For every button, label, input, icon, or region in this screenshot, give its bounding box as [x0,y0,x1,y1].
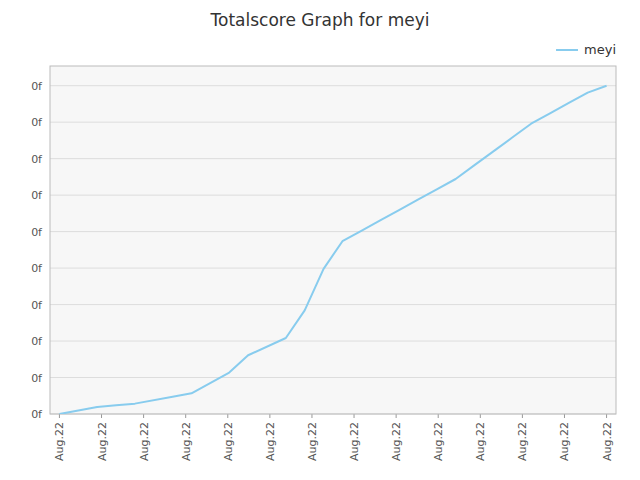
x-tick [522,414,523,418]
y-tick-label: 0f [31,226,43,239]
plot-frame [50,66,616,414]
x-tick-label: Aug.22 [601,422,614,461]
x-tick-label: Aug.22 [180,422,193,461]
x-tick [606,414,607,418]
x-axis: Aug.22 Aug.22 Aug.22 Aug.22 Aug.22 Aug.22 Aug.… [53,414,613,461]
x-tick [101,414,102,418]
y-axis: 0f 0f 0f 0f 0f 0f 0f 0f 0f 0f [31,80,616,421]
grid-line [50,158,616,159]
legend-swatch [556,49,578,51]
x-tick [269,414,270,418]
grid-line [50,195,616,196]
x-tick [564,414,565,418]
x-tick [311,414,312,418]
x-tick [396,414,397,418]
x-tick [185,414,186,418]
x-tick-label: Aug.22 [53,422,66,461]
x-tick-label: Aug.22 [474,422,487,461]
y-tick-label: 0f [31,80,43,93]
title: Totalscore Graph for meyi [210,10,430,30]
y-tick-label: 0f [31,335,43,348]
grid-line [50,304,616,305]
grid-line [50,341,616,342]
x-tick-label: Aug.22 [516,422,529,461]
series-line [59,86,606,414]
x-tick-label: Aug.22 [138,422,151,461]
chart: 0f0f0f0f0f0f0f0f0f0fAug.22Aug.22Aug.22Au… [0,0,640,480]
grid-line [50,268,616,269]
x-tick-label: Aug.22 [264,422,277,461]
x-tick-label: Aug.22 [390,422,403,461]
background [0,0,640,480]
x-tick-label: Aug.22 [432,422,445,461]
x-tick [438,414,439,418]
legend: meyi [556,42,616,57]
y-tick-label: 0f [31,372,43,385]
grid-line [50,122,616,123]
grid-line [50,231,616,232]
x-tick [143,414,144,418]
y-tick-label: 0f [31,116,43,129]
x-tick-label: Aug.22 [348,422,361,461]
x-tick [227,414,228,418]
x-tick [59,414,60,418]
grid-line [50,377,616,378]
y-tick-label: 0f [31,262,43,275]
y-tick-label: 0f [31,153,43,166]
x-tick-label: Aug.22 [558,422,571,461]
grid-line [50,85,616,86]
x-tick-label: Aug.22 [96,422,109,461]
series-group [59,86,606,414]
x-tick [354,414,355,418]
x-tick-label: Aug.22 [306,422,319,461]
plot-area [50,66,616,414]
legend-label: meyi [584,42,616,57]
y-tick-label: 0f [31,189,43,202]
x-tick-label: Aug.22 [222,422,235,461]
y-tick-label: 0f [31,299,43,312]
x-tick [480,414,481,418]
y-tick-label: 0f [31,408,43,421]
